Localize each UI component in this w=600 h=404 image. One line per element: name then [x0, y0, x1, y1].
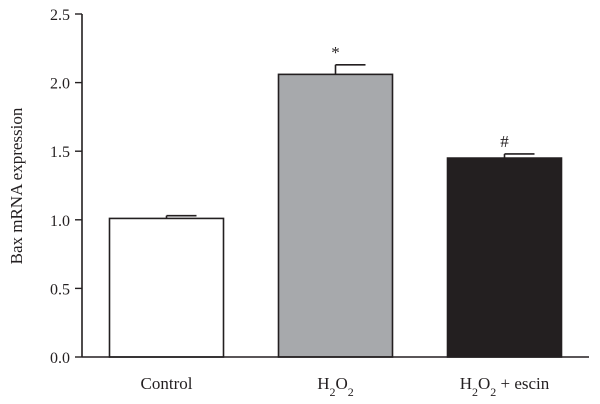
x-tick-label: Control: [141, 374, 193, 393]
y-tick-label: 2.0: [50, 76, 70, 93]
bar: [446, 157, 563, 358]
y-tick-label: 0.5: [50, 281, 70, 298]
bar: [277, 73, 394, 358]
bar: [108, 217, 225, 358]
labels: 0.0 0.5 1.0 1.5 2.0 2.5 Control * H2O2 # H2O2 + es…: [50, 7, 550, 399]
x-tick-label: H2O2 + escin: [460, 374, 550, 399]
significance-marker: #: [500, 132, 509, 151]
y-tick-label: 1.5: [50, 144, 70, 161]
significance-marker: *: [331, 43, 340, 62]
bars: [108, 63, 563, 358]
y-tick-label: 0.0: [50, 350, 70, 367]
x-tick-label: H2O2: [317, 374, 354, 399]
y-tick-label: 1.0: [50, 213, 70, 230]
axes: [75, 13, 589, 358]
y-tick-label: 2.5: [50, 7, 70, 24]
y-axis-title: Bax mRNA expression: [7, 107, 26, 264]
